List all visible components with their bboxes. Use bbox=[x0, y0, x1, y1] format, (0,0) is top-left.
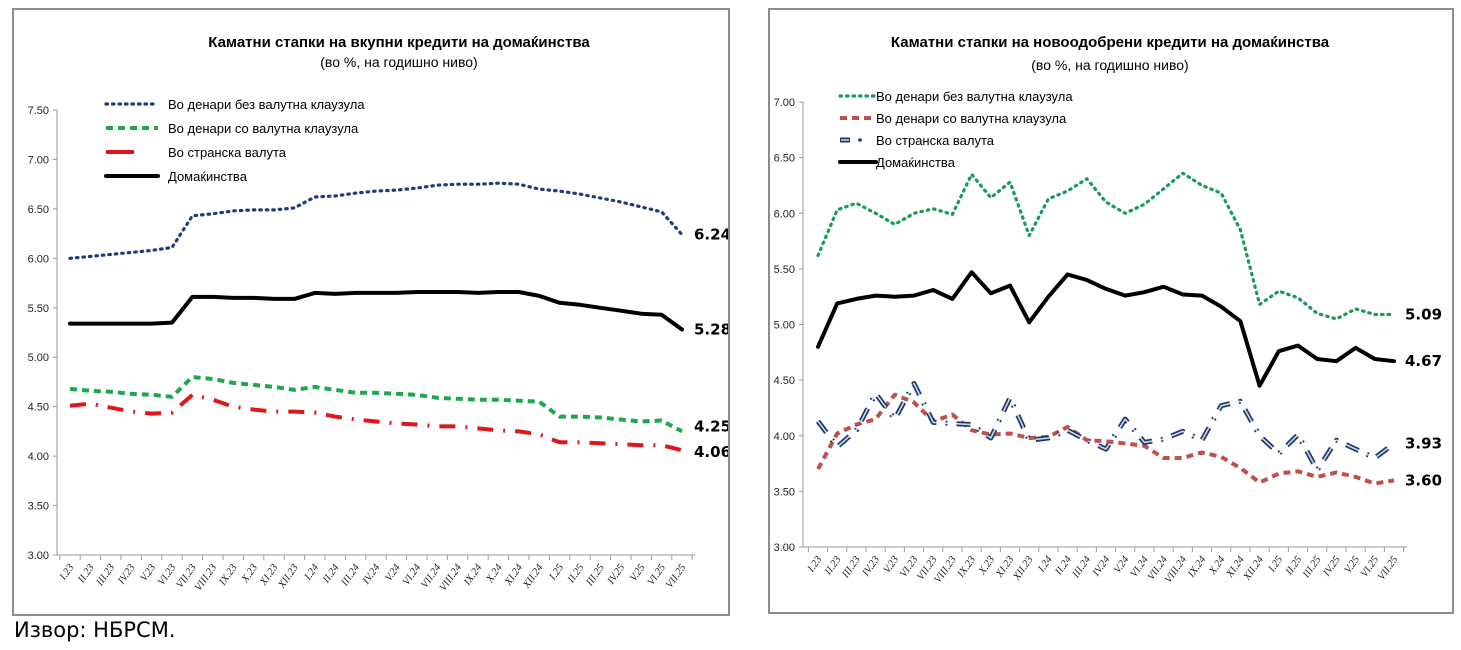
chart-total-loans: Каматни стапки на вкупни кредити на дома… bbox=[28, 34, 728, 594]
x-tick-label: III.23 bbox=[94, 562, 117, 588]
x-tick-label: IV.25 bbox=[1321, 554, 1343, 579]
chart-subtitle: (во %, на годишно ниво) bbox=[320, 54, 477, 70]
x-tick-label: X.24 bbox=[484, 562, 505, 586]
x-tick-label: X.23 bbox=[239, 562, 260, 585]
x-tick-label: III.24 bbox=[1070, 554, 1094, 581]
chart-panel-total-loans: Каматни стапки на вкупни кредити на дома… bbox=[12, 8, 730, 616]
end-value-label: 3.93 bbox=[1405, 435, 1442, 453]
x-tick-label: I.23 bbox=[805, 554, 824, 575]
x-tick-label: III.25 bbox=[584, 562, 607, 588]
x-tick-label: VIII.23 bbox=[193, 562, 219, 593]
x-tick-label: IV.23 bbox=[116, 562, 138, 587]
series-line-0 bbox=[816, 171, 1396, 321]
y-tick-label: 3.50 bbox=[774, 486, 795, 498]
chart-subtitle: (во %, на годишно ниво) bbox=[1031, 57, 1188, 73]
x-tick-label: XII.23 bbox=[276, 562, 301, 591]
x-tick-label: IV.24 bbox=[1090, 554, 1112, 580]
y-tick-label: 7.50 bbox=[28, 105, 49, 117]
x-tick-label: I.24 bbox=[1036, 554, 1056, 575]
y-tick-label: 5.50 bbox=[774, 264, 795, 276]
legend-label: Во денари со валутна клаузула bbox=[876, 111, 1067, 126]
x-tick-label: VII.25 bbox=[664, 562, 688, 590]
x-tick-label: IV.25 bbox=[605, 562, 627, 587]
x-tick-label: II.25 bbox=[565, 562, 586, 586]
y-tick-label: 5.00 bbox=[774, 320, 795, 332]
y-tick-label: 5.50 bbox=[28, 303, 49, 315]
x-tick-label: VIII.24 bbox=[1163, 554, 1190, 586]
y-tick-label: 7.00 bbox=[774, 97, 795, 109]
chart-new-loans: Каматни стапки на новоодобрени кредити н… bbox=[774, 34, 1442, 586]
y-tick-label: 3.50 bbox=[28, 501, 49, 513]
legend-swatch-dot bbox=[858, 138, 862, 142]
series-line-3 bbox=[816, 270, 1396, 388]
source-note: Извор: НБРСМ. bbox=[14, 618, 176, 642]
x-tick-label: IX.24 bbox=[1186, 554, 1209, 581]
x-tick-label: IX.24 bbox=[462, 562, 485, 589]
x-tick-label: I.23 bbox=[57, 562, 76, 583]
x-tick-label: III.23 bbox=[840, 554, 863, 580]
x-tick-label: IV.23 bbox=[860, 554, 882, 579]
x-tick-label: V.24 bbox=[383, 562, 403, 584]
legend-label: Во денари без валутна клаузула bbox=[876, 89, 1073, 104]
series-line-2 bbox=[69, 392, 683, 453]
x-tick-label: IV.24 bbox=[360, 562, 382, 588]
legend-label: Во денари без валутна клаузула bbox=[168, 97, 365, 112]
series-line-0 bbox=[68, 181, 684, 260]
y-tick-label: 4.00 bbox=[28, 451, 49, 463]
chart-title: Каматни стапки на вкупни кредити на дома… bbox=[208, 34, 590, 51]
x-tick-label: I.25 bbox=[1266, 554, 1285, 575]
x-tick-label: IX.23 bbox=[217, 562, 240, 588]
series-line-1 bbox=[816, 392, 1395, 486]
y-tick-label: 6.50 bbox=[774, 153, 795, 165]
end-value-label: 3.60 bbox=[1405, 471, 1442, 489]
legend-label: Домаќинства bbox=[876, 155, 956, 170]
y-tick-label: 3.00 bbox=[774, 542, 795, 554]
x-tick-label: XII.24 bbox=[1241, 554, 1266, 583]
x-tick-label: I.24 bbox=[302, 562, 322, 583]
y-tick-label: 4.00 bbox=[774, 431, 795, 443]
x-tick-label: XII.24 bbox=[521, 562, 546, 591]
y-tick-label: 6.50 bbox=[28, 204, 49, 216]
end-value-label: 6.24 bbox=[694, 226, 728, 244]
legend-label: Домаќинства bbox=[168, 169, 248, 184]
x-tick-label: II.23 bbox=[76, 562, 97, 586]
chart-title: Каматни стапки на новоодобрени кредити н… bbox=[891, 34, 1330, 51]
x-tick-label: III.24 bbox=[339, 562, 363, 589]
y-tick-label: 7.00 bbox=[28, 154, 49, 166]
end-value-label: 5.09 bbox=[1405, 305, 1442, 323]
chart-panel-new-loans: Каматни стапки на новоодобрени кредити н… bbox=[768, 8, 1454, 614]
x-tick-label: VIII.24 bbox=[438, 562, 465, 594]
y-tick-label: 3.00 bbox=[28, 550, 49, 562]
x-tick-label: III.25 bbox=[1301, 554, 1324, 580]
end-value-label: 4.06 bbox=[694, 443, 728, 461]
end-value-label: 5.28 bbox=[694, 321, 728, 339]
x-tick-label: I.25 bbox=[547, 562, 566, 583]
y-tick-label: 5.00 bbox=[28, 352, 49, 364]
y-tick-label: 4.50 bbox=[28, 402, 49, 414]
legend-label: Во странска валута bbox=[876, 133, 995, 148]
series-line-3 bbox=[68, 290, 684, 332]
end-value-label: 4.25 bbox=[694, 417, 728, 435]
y-tick-label: 4.50 bbox=[774, 375, 795, 387]
x-tick-label: IX.23 bbox=[955, 554, 978, 580]
legend-label: Во денари со валутна клаузула bbox=[168, 121, 359, 136]
y-tick-label: 6.00 bbox=[774, 208, 795, 220]
legend-label: Во странска валута bbox=[168, 145, 287, 160]
x-tick-label: VII.25 bbox=[1376, 554, 1400, 582]
y-tick-label: 6.00 bbox=[28, 253, 49, 265]
series-line-1 bbox=[69, 375, 683, 434]
end-value-label: 4.67 bbox=[1405, 352, 1442, 370]
x-tick-label: V.25 bbox=[628, 562, 647, 583]
series-line-core-2 bbox=[817, 382, 1395, 472]
x-tick-label: V.23 bbox=[139, 562, 158, 583]
x-tick-label: XII.23 bbox=[1011, 554, 1036, 583]
